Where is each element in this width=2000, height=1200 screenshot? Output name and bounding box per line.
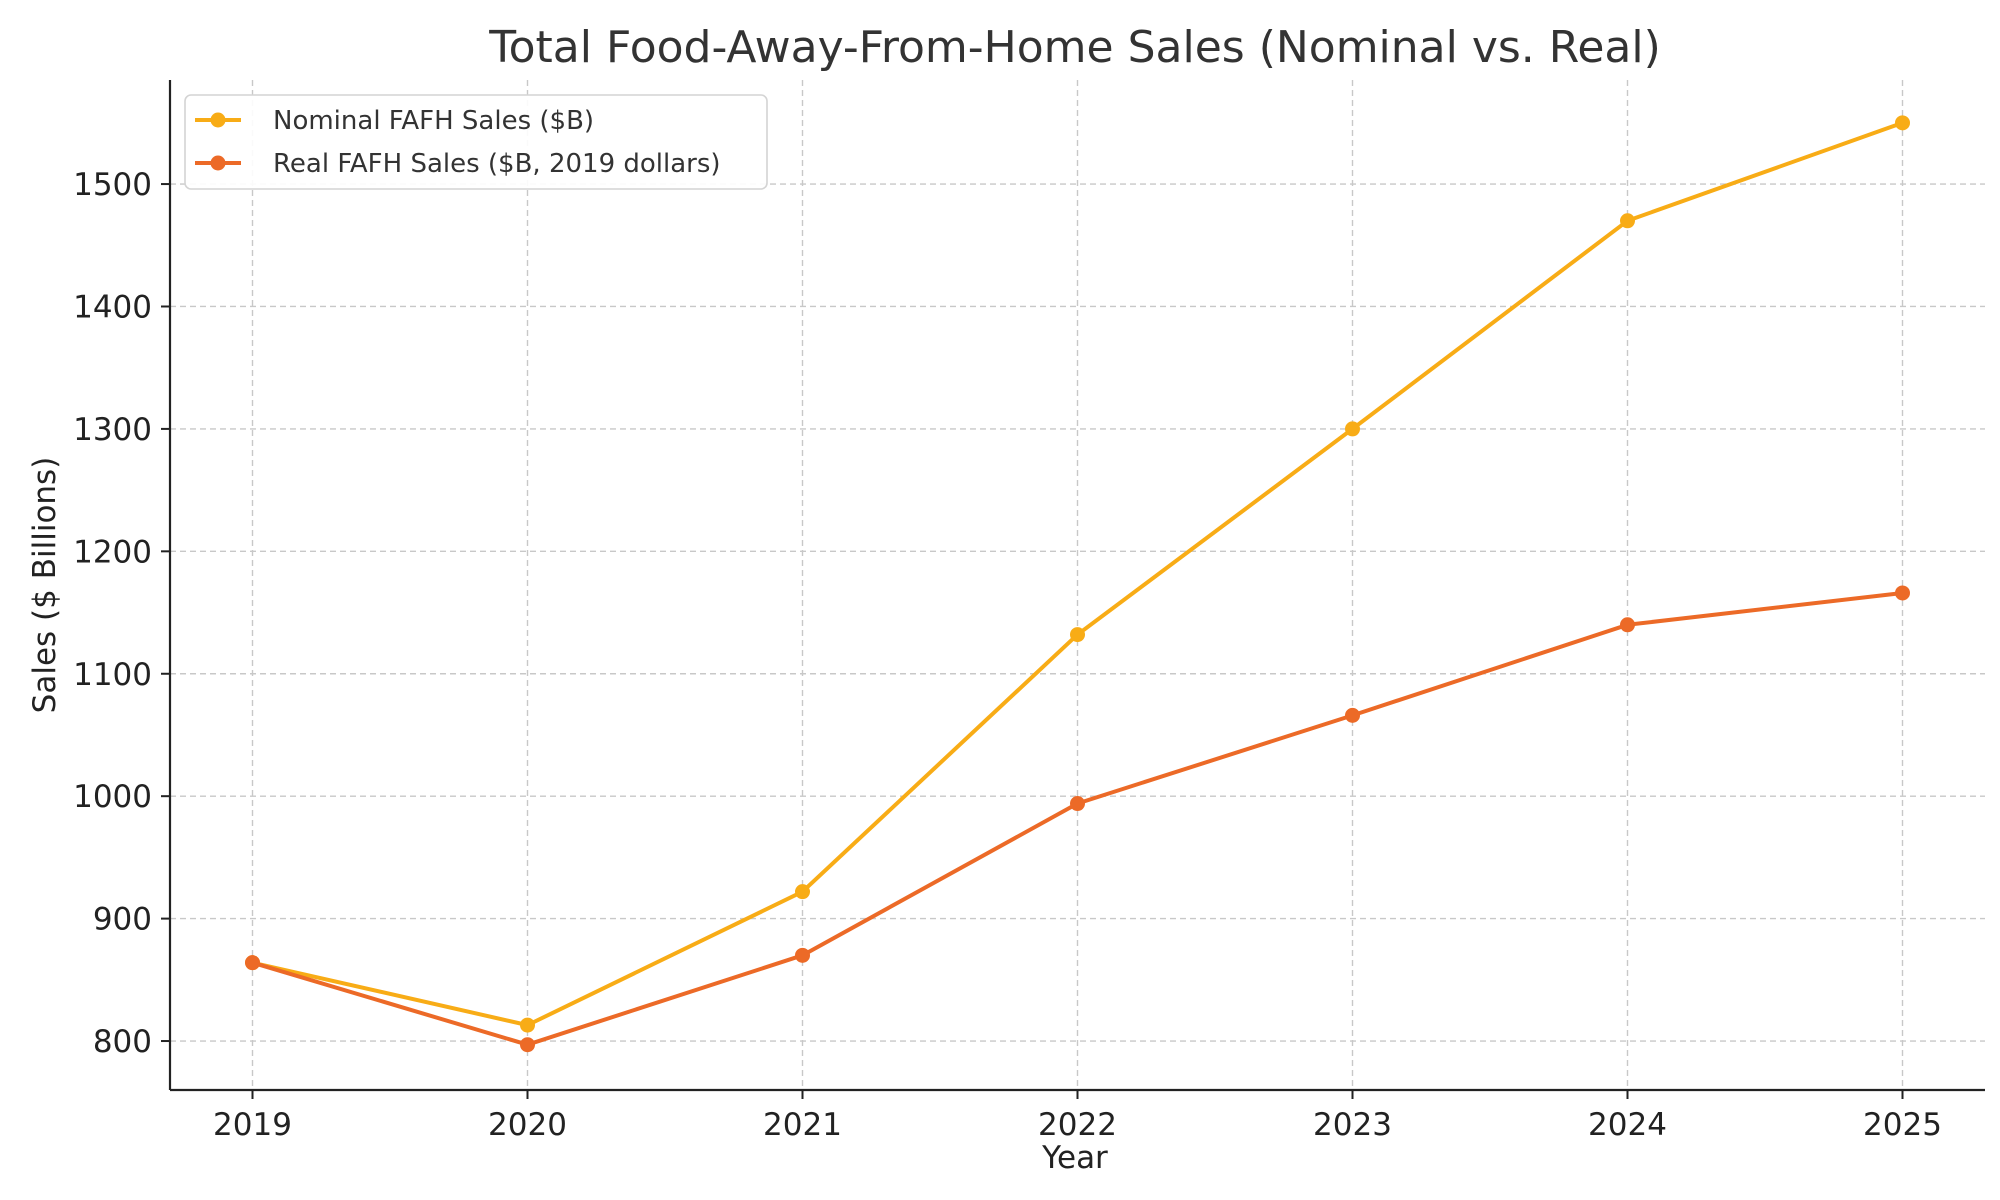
x-tick-label: 2025 <box>1863 1107 1942 1143</box>
y-tick-label: 800 <box>93 1024 152 1060</box>
x-tick-label: 2021 <box>763 1107 842 1143</box>
y-tick-label: 1300 <box>73 412 152 448</box>
y-axis-label: Sales ($ Billions) <box>27 457 63 714</box>
y-tick-label: 1200 <box>73 534 152 570</box>
ticks: 2019 2020 2021 2022 2023 2024 2025 800 900 1000 11… <box>73 167 1942 1143</box>
x-tick-label: 2019 <box>213 1107 292 1143</box>
chart-title: Total Food-Away-From-Home Sales (Nominal… <box>488 22 1661 73</box>
data-point <box>520 1037 535 1053</box>
data-point <box>1070 796 1085 812</box>
legend-label: Real FAFH Sales ($B, 2019 dollars) <box>273 149 721 179</box>
x-tick-label: 2023 <box>1313 1107 1392 1143</box>
legend-item: Nominal FAFH Sales ($B) <box>195 106 594 136</box>
data-point <box>520 1017 535 1033</box>
legend-marker <box>210 155 226 171</box>
x-axis-label: Year <box>1041 1140 1108 1176</box>
data-point <box>795 947 810 963</box>
grid <box>170 80 1985 1090</box>
data-point <box>245 955 260 971</box>
data-point <box>1620 213 1635 229</box>
data-point <box>795 884 810 900</box>
series-real <box>245 585 1910 1053</box>
legend-box <box>184 94 768 190</box>
y-tick-label: 900 <box>93 902 152 938</box>
y-tick-label: 1100 <box>73 657 152 693</box>
x-tick-label: 2022 <box>1038 1107 1117 1143</box>
y-tick-label: 1500 <box>73 167 152 203</box>
legend-marker <box>210 112 226 128</box>
legend: Nominal FAFH Sales ($B) Real FAFH Sales (… <box>184 94 768 190</box>
y-tick-label: 1000 <box>73 779 152 815</box>
data-point <box>1620 617 1635 633</box>
data-point <box>1895 585 1910 601</box>
data-point <box>1070 627 1085 643</box>
x-tick-label: 2024 <box>1588 1107 1667 1143</box>
data-point <box>1345 421 1360 437</box>
legend-label: Nominal FAFH Sales ($B) <box>273 106 594 136</box>
data-point <box>1345 707 1360 723</box>
data-point <box>1895 115 1910 131</box>
x-tick-label: 2020 <box>488 1107 567 1143</box>
legend-item: Real FAFH Sales ($B, 2019 dollars) <box>195 149 721 179</box>
y-tick-label: 1400 <box>73 289 152 325</box>
series <box>245 115 1910 1053</box>
